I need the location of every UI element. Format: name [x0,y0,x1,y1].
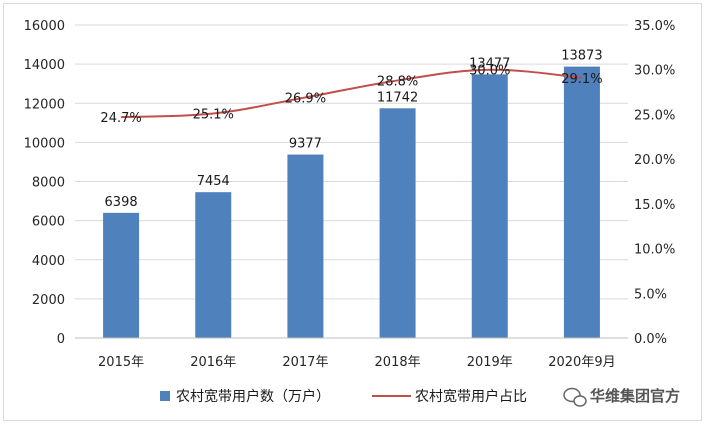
line-value-label: 28.8% [377,74,418,89]
right-tick-label: 5.0% [634,287,667,302]
bar [471,74,508,338]
gridlines [75,24,628,339]
left-tick-label: 2000 [32,293,65,308]
bar-series [103,66,600,339]
left-tick-label: 8000 [32,176,65,191]
bar-value-label: 11742 [377,90,418,105]
x-tick-label: 2020年9月 [548,355,615,370]
x-tick-label: 2019年 [467,355,513,370]
bar-value-label: 6398 [105,195,138,210]
x-tick-label: 2017年 [282,355,328,370]
legend: 农村宽带用户数（万户） 农村宽带用户占比 [160,388,527,405]
left-tick-label: 12000 [24,97,65,112]
bar-value-label: 13873 [561,49,602,64]
axes: 0 2000 4000 6000 8000 10000 12000 14000 16000 0.0… [24,19,676,370]
bar [379,108,416,339]
bar [195,192,232,338]
series-line [121,68,583,119]
right-tick-label: 0.0% [634,332,667,347]
bar [287,154,324,338]
line-value-label: 30.0% [469,64,510,79]
bar [103,212,140,338]
bar-value-label: 13477 [469,56,510,71]
x-tick-label: 2016年 [190,355,236,370]
line-value-label: 29.1% [561,72,602,87]
line-value-label: 24.7% [100,111,141,126]
left-tick-label: 10000 [24,136,65,151]
right-tick-label: 20.0% [634,153,675,168]
right-tick-label: 25.0% [634,108,675,123]
x-tick-label: 2015年 [98,355,144,370]
line-value-label: 26.9% [285,91,326,106]
left-tick-label: 14000 [24,58,65,73]
legend-bar-label: 农村宽带用户数（万户） [176,388,330,405]
left-tick-label: 16000 [24,19,65,34]
bar-value-label: 7454 [197,174,230,189]
bar [563,66,600,338]
right-tick-label: 10.0% [634,243,675,258]
left-tick-label: 6000 [32,215,65,230]
x-tick-label: 2018年 [375,355,421,370]
line-series [121,68,583,119]
right-tick-label: 15.0% [634,198,675,213]
left-tick-label: 4000 [32,254,65,269]
legend-line-label: 农村宽带用户占比 [415,388,527,405]
watermark-text: 华维集团官方 [590,387,680,405]
data-labels: 6398 7454 9377 11742 13477 13873 24.7% 25.1% 26.… [100,49,602,210]
bar-value-label: 9377 [289,137,322,152]
line-value-label: 25.1% [193,108,234,123]
right-tick-label: 35.0% [634,19,675,34]
wechat-icon [563,387,587,407]
right-tick-label: 30.0% [634,64,675,79]
legend-bar-swatch [160,391,170,401]
watermark: 华维集团官方 [563,387,680,407]
left-tick-label: 0 [57,332,65,347]
